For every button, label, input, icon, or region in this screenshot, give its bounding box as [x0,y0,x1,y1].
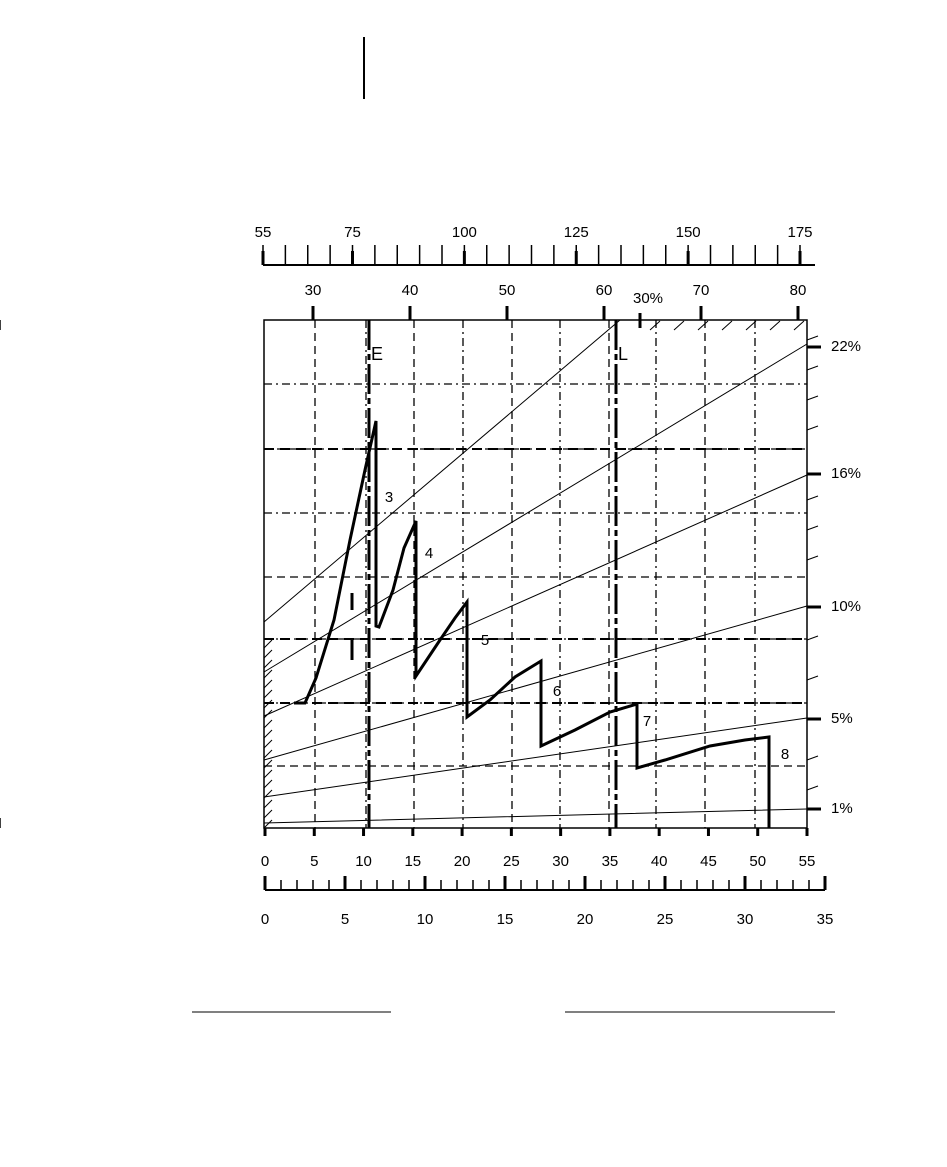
right-label: 10% [831,598,861,615]
gear-label: 5 [481,632,489,649]
scale-label: 150 [676,224,701,241]
grid [264,320,807,828]
gear-label: 6 [553,683,561,700]
scale-label: 75 [344,224,361,241]
scale-label: 25 [503,853,520,870]
hatch [263,749,273,759]
scale-label: 45 [700,853,717,870]
scale-label: 125 [564,224,589,241]
hatch [649,320,661,331]
scale-label: 35 [602,853,619,870]
right-label: 5% [831,710,853,727]
hatch [263,709,273,719]
scale-label: 5 [341,911,349,928]
hatch [745,320,757,331]
hatch [263,799,273,809]
scale-label: 20 [577,911,594,928]
shift-curve [294,420,771,828]
hatch [263,699,273,709]
gear-label: 8 [781,746,789,763]
scale-label: 10 [417,911,434,928]
plot: 30% E L 3 4 5 6 7 8 [263,290,808,829]
hatch [263,669,273,679]
gear-label: 4 [425,545,433,562]
scale-label: 30 [305,282,322,299]
scale-label: 80 [790,282,807,299]
scale-label: 0 [261,853,269,870]
hatch [793,320,805,331]
scale-label: 35 [817,911,834,928]
plot-frame [263,319,808,829]
scale-label: 10 [355,853,372,870]
scale-label: 175 [787,224,812,241]
scale-label: 20 [454,853,471,870]
marker-label: 30% [633,290,663,307]
scale-label: 40 [402,282,419,299]
hatch [263,639,273,649]
scale-label: 70 [693,282,710,299]
scale-label: 30 [737,911,754,928]
hatch [263,689,273,699]
hatch [263,769,273,779]
hatch [263,809,273,819]
scale-label: 55 [799,853,816,870]
hatch [263,789,273,799]
scale-label: 40 [651,853,668,870]
hatch [263,819,273,829]
scale-label: 100 [452,224,477,241]
scale-label: 15 [404,853,421,870]
right-label: 16% [831,465,861,482]
scale-label: 50 [749,853,766,870]
scale-label: 30 [552,853,569,870]
hatching [263,320,805,829]
scale-label: 5 [310,853,318,870]
scale-label: 60 [596,282,613,299]
right-label: 1% [831,800,853,817]
hatch [263,719,273,729]
gear-label: 7 [643,713,651,730]
right-label: 22% [831,338,861,355]
scale-label: 55 [255,224,272,241]
slope-lines [263,319,808,824]
hatch [697,320,709,331]
hatch [263,779,273,789]
hatch [721,320,733,331]
scale-label: 0 [261,911,269,928]
hatch [769,320,781,331]
hatch [263,649,273,659]
right-scale: 22% 16% 10% 5% 1% [806,335,861,817]
hatch [263,759,273,769]
scale-label: 50 [499,282,516,299]
hatch [263,679,273,689]
hatch [263,739,273,749]
gear-label: 3 [385,489,393,506]
hatch [673,320,685,331]
scale-label: 15 [497,911,514,928]
hatch [263,659,273,669]
hatch [263,729,273,739]
line-label: E [371,344,383,364]
line-label: L [618,344,628,364]
scale-label: 25 [657,911,674,928]
